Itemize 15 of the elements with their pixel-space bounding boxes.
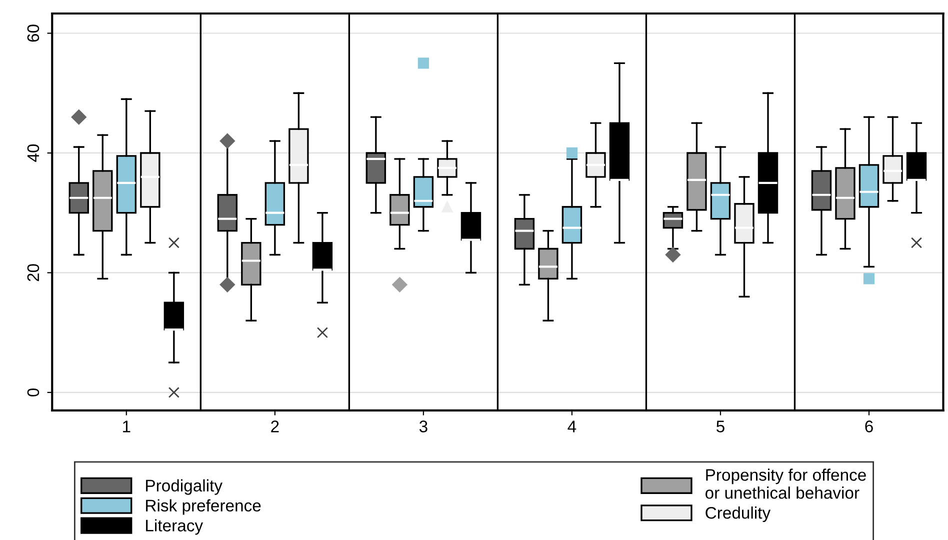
legend-label: Literacy	[146, 519, 204, 535]
x-tick-label: 2	[271, 420, 279, 432]
y-tick-label: 40	[27, 144, 40, 162]
x-tick-label: 3	[419, 420, 428, 432]
x-tick-label: 1	[123, 420, 130, 432]
legend-label: Propensity for offence or unethical behavior	[706, 468, 866, 499]
legend-label: Credulity	[706, 506, 771, 522]
x-tick-label: 6	[865, 420, 873, 432]
y-tick-label: 0	[27, 388, 40, 396]
y-tick-label: 60	[27, 24, 40, 42]
x-tick-label: 5	[716, 420, 724, 432]
y-tick-label: 20	[27, 264, 40, 282]
legend-label: Risk preference	[146, 499, 261, 515]
x-tick-label: 4	[568, 420, 576, 432]
legend-label: Prodigality	[146, 479, 222, 495]
